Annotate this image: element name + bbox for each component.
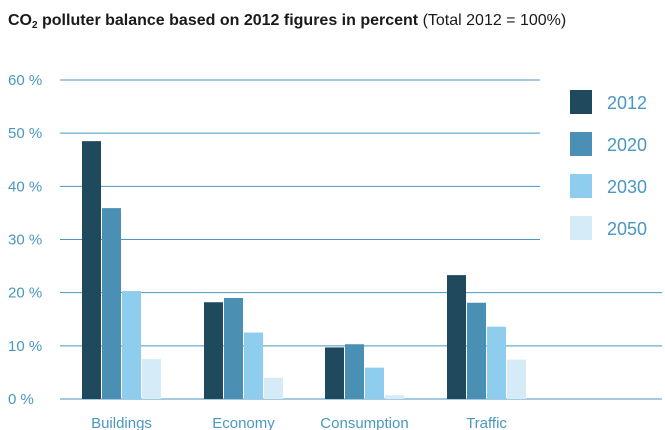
bar [507,359,526,399]
legend-label: 2050 [607,219,647,239]
bar [204,302,223,399]
x-tick-label: Buildings [91,415,152,430]
y-tick-label: 30 % [8,232,42,249]
chart-title: CO2 polluter balance based on 2012 figur… [8,12,566,31]
title-prefix: CO [8,12,32,29]
y-tick-label: 10 % [8,338,42,355]
legend-label: 2030 [607,177,647,197]
legend-label: 2020 [607,135,647,155]
y-tick-label: 40 % [8,178,42,195]
title-normal-text: (Total 2012 = 100%) [418,12,567,29]
bar [487,326,506,399]
bar [325,347,344,399]
y-tick-label: 20 % [8,285,42,302]
legend-swatch [570,174,592,198]
bar [224,297,243,399]
x-tick-label: Traffic [466,415,507,430]
bar [244,332,263,399]
legend-swatch [570,90,592,114]
bar [365,367,384,399]
bar [122,291,141,399]
bar [102,208,121,399]
legend-swatch [570,132,592,156]
legend-swatch [570,216,592,240]
y-tick-label: 0 % [8,391,34,408]
bar [385,395,404,399]
legend-label: 2012 [607,93,647,113]
y-tick-label: 50 % [8,125,42,142]
bar [467,302,486,399]
y-tick-label: 60 % [8,72,42,89]
bar [82,141,101,399]
title-subscript: 2 [32,20,38,31]
bar [264,377,283,399]
title-bold-text: polluter balance based on 2012 figures i… [37,12,419,29]
bar [345,344,364,399]
bar [447,275,466,399]
x-tick-label: Consumption [320,415,408,430]
bar [142,359,161,399]
x-tick-label: Economy [212,415,275,430]
